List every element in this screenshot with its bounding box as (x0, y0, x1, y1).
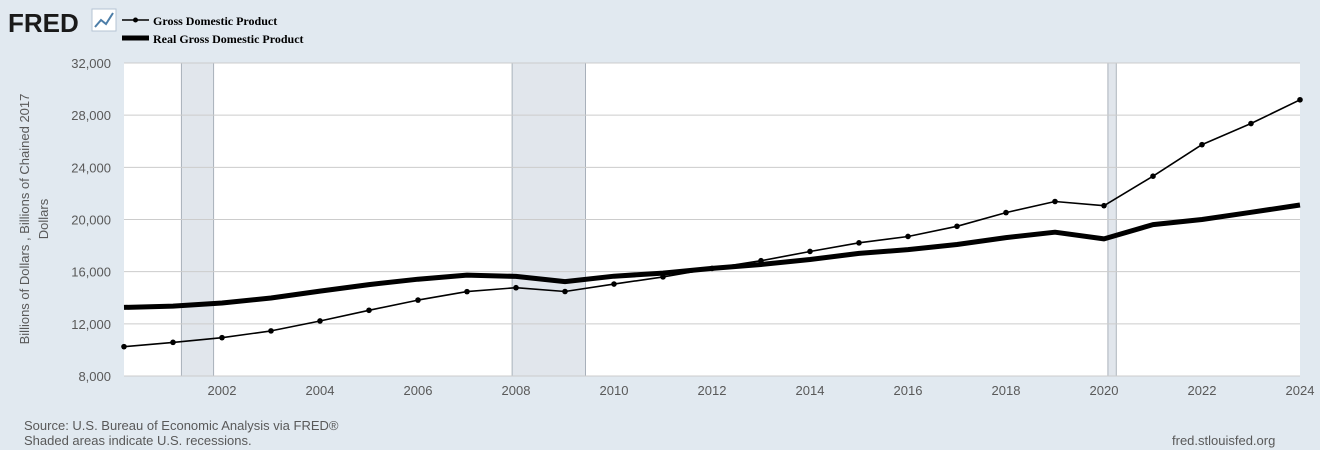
x-tick-label: 2020 (1090, 383, 1119, 398)
y-tick-label: 20,000 (71, 213, 111, 228)
legend-label-real-gdp: Real Gross Domestic Product (153, 32, 304, 46)
series-1-point (366, 307, 372, 314)
series-1-point (1297, 96, 1303, 103)
series (121, 96, 1303, 350)
recession-note: Shaded areas indicate U.S. recessions. (24, 433, 252, 448)
series-1-point (856, 240, 862, 246)
x-tick-label: 2006 (404, 383, 433, 398)
x-tick-label: 2018 (992, 383, 1021, 398)
fred-site-link[interactable]: fred.stlouisfed.org (1172, 433, 1276, 448)
series-line-2 (123, 202, 1301, 310)
y-tick-label: 12,000 (71, 317, 111, 332)
series-1-point (1101, 202, 1107, 209)
gridlines (124, 62, 1300, 377)
series-1-point (121, 343, 127, 350)
series-1-point (1052, 198, 1058, 205)
x-tick-label: 2008 (502, 383, 531, 398)
x-tick-label: 2016 (894, 383, 923, 398)
x-tick-label: 2012 (698, 383, 727, 398)
series-1-point (513, 284, 519, 291)
x-tick-label: 2024 (1286, 383, 1315, 398)
series-1-point (1150, 173, 1156, 180)
series-1-point (1199, 141, 1205, 148)
series-1-point (464, 288, 470, 295)
source-note: Source: U.S. Bureau of Economic Analysis… (24, 418, 339, 433)
y-axis-ticks: 8,000 12,000 16,000 20,000 24,000 28,000 32,00… (71, 56, 111, 384)
y-tick-label: 28,000 (71, 108, 111, 123)
x-axis-ticks: 2002 2004 2006 2008 2010 2012 2014 2016 2018 2020… (208, 383, 1315, 398)
y-tick-label: 16,000 (71, 265, 111, 280)
series-1-point (905, 233, 911, 240)
series-1-point (1248, 120, 1254, 127)
x-tick-label: 2014 (796, 383, 825, 398)
series-1-point (170, 339, 176, 346)
legend: Gross Domestic Product Real Gross Domest… (122, 14, 304, 46)
legend-item-gdp: Gross Domestic Product (122, 14, 277, 28)
series-1-point (219, 334, 225, 341)
y-tick-label: 24,000 (71, 160, 111, 175)
series-1-point (954, 223, 960, 230)
legend-label-gdp: Gross Domestic Product (153, 14, 277, 28)
fred-logo[interactable]: FRED (8, 8, 79, 38)
x-tick-label: 2010 (600, 383, 629, 398)
y-tick-label: 32,000 (71, 56, 111, 71)
legend-item-real-gdp: Real Gross Domestic Product (122, 32, 304, 46)
series-1-point (268, 328, 274, 334)
series-1-point (317, 318, 323, 324)
series-1-point (807, 248, 813, 255)
x-tick-label: 2004 (306, 383, 335, 398)
y-tick-label: 8,000 (78, 369, 111, 384)
series-1-point (611, 281, 617, 287)
x-tick-label: 2002 (208, 383, 237, 398)
series-1-point (562, 288, 568, 295)
series-1-point (415, 297, 421, 303)
series-1-point (1003, 209, 1009, 216)
trend-line-icon (91, 8, 117, 32)
y-axis-label-line2: Dollars (36, 198, 51, 239)
x-tick-label: 2022 (1188, 383, 1217, 398)
y-axis-label-line1: Billions of Dollars , Billions of Chaine… (17, 94, 32, 345)
